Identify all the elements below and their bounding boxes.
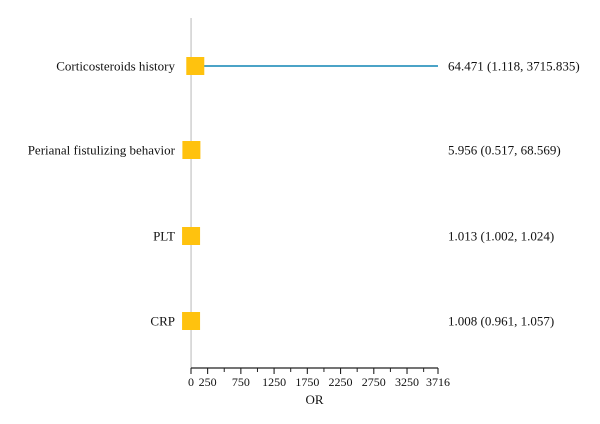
row-name-label: Perianal fistulizing behavior (28, 143, 176, 158)
x-tick-label: 250 (199, 375, 217, 389)
or-marker (182, 227, 201, 245)
row-name-label: Corticosteroids history (56, 59, 175, 74)
x-tick-label: 1750 (295, 375, 319, 389)
row-value-label: 64.471 (1.118, 3715.835) (448, 59, 580, 74)
forest-row: Perianal fistulizing behavior 5.956 (0.51… (28, 141, 561, 159)
row-name-label: PLT (153, 229, 175, 244)
row-value-label: 1.013 (1.002, 1.024) (448, 229, 554, 244)
x-tick-label: 3716 (426, 375, 450, 389)
x-axis: 0 250 750 1250 1750 2250 2750 3250 3716 (188, 367, 450, 389)
row-name-label: CRP (150, 314, 175, 329)
x-tick-label: 1250 (262, 375, 286, 389)
x-tick-label: 2750 (362, 375, 386, 389)
or-marker (182, 312, 201, 330)
row-value-label: 5.956 (0.517, 68.569) (448, 143, 561, 158)
or-marker (186, 57, 205, 75)
forest-row: Corticosteroids history 64.471 (1.118, 37… (56, 57, 580, 75)
or-marker (182, 141, 201, 159)
forest-row: PLT 1.013 (1.002, 1.024) (153, 227, 554, 245)
x-tick-label: 0 (188, 375, 194, 389)
row-value-label: 1.008 (0.961, 1.057) (448, 314, 554, 329)
x-axis-title: OR (305, 392, 323, 407)
forest-row: CRP 1.008 (0.961, 1.057) (150, 312, 554, 330)
x-tick-label: 750 (232, 375, 250, 389)
x-tick-label: 2250 (329, 375, 353, 389)
x-tick-label: 3250 (395, 375, 419, 389)
rows-group: Corticosteroids history 64.471 (1.118, 37… (28, 57, 580, 330)
